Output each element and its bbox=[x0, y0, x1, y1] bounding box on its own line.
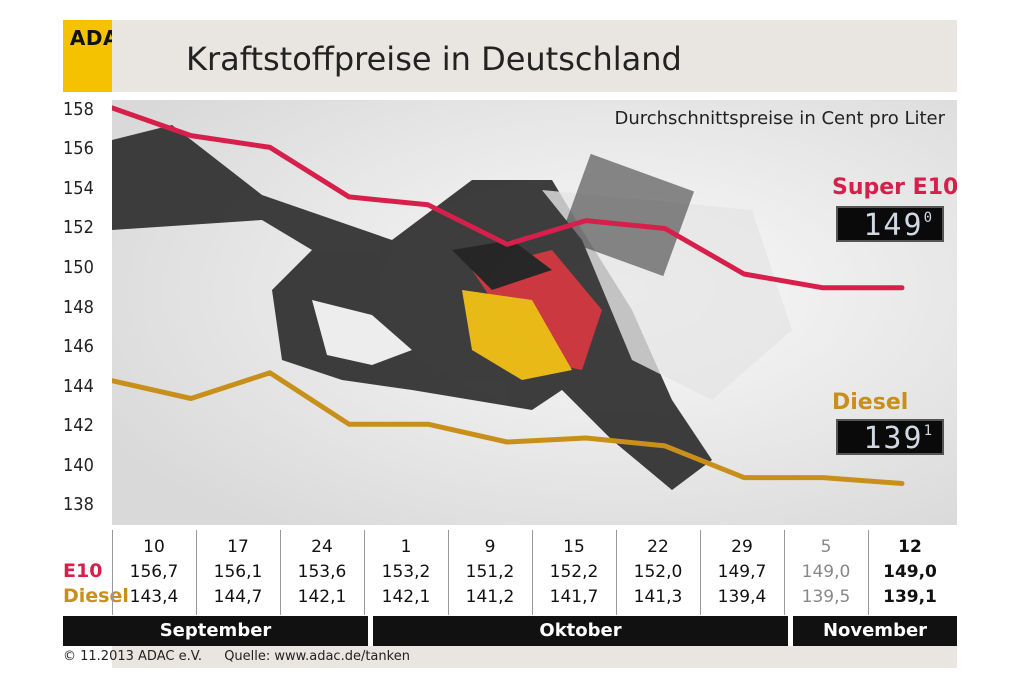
series-label-e10: Super E10 bbox=[832, 175, 957, 200]
table-cell-diesel: 139,4 bbox=[717, 587, 767, 607]
page-title: Kraftstoffpreise in Deutschland bbox=[186, 40, 682, 78]
column-divider bbox=[784, 530, 785, 615]
x-tick-label: 24 bbox=[311, 537, 333, 557]
table-cell-diesel: 142,1 bbox=[297, 587, 347, 607]
lcd-value-diesel: 139 bbox=[863, 421, 924, 456]
x-tick-label: 1 bbox=[400, 537, 412, 557]
x-tick-label: 15 bbox=[563, 537, 585, 557]
chart-subtitle: Durchschnittspreise in Cent pro Liter bbox=[614, 108, 945, 129]
lcd-decimal-diesel: 1 bbox=[923, 423, 934, 439]
y-tick-label: 148 bbox=[63, 296, 94, 318]
x-tick-label: 12 bbox=[898, 537, 922, 557]
table-cell-diesel: 143,4 bbox=[129, 587, 179, 607]
lcd-display-diesel: 1391 bbox=[836, 419, 944, 456]
table-cell-diesel: 139,1 bbox=[883, 587, 937, 607]
table-cell-e10: 152,0 bbox=[633, 562, 683, 582]
month-september: September bbox=[63, 616, 368, 646]
column-divider bbox=[532, 530, 533, 615]
table-cell-e10: 151,2 bbox=[465, 562, 515, 582]
y-tick-label: 142 bbox=[63, 415, 94, 437]
lcd-value-e10: 149 bbox=[863, 208, 924, 243]
table-cell-diesel: 141,3 bbox=[633, 587, 683, 607]
column-divider bbox=[112, 530, 113, 615]
series-label-diesel: Diesel bbox=[832, 390, 909, 415]
table-cell-diesel: 141,2 bbox=[465, 587, 515, 607]
table-cell-e10: 149,0 bbox=[801, 562, 851, 582]
lcd-decimal-e10: 0 bbox=[923, 210, 934, 226]
column-divider bbox=[616, 530, 617, 615]
y-tick-label: 156 bbox=[63, 138, 94, 160]
row-label-e10: E10 bbox=[63, 560, 103, 582]
column-divider bbox=[448, 530, 449, 615]
table-cell-diesel: 139,5 bbox=[801, 587, 851, 607]
series-line-e10 bbox=[112, 105, 905, 291]
chart-svg bbox=[112, 100, 957, 525]
table-cell-e10: 156,7 bbox=[129, 562, 179, 582]
y-tick-label: 146 bbox=[63, 336, 94, 358]
footer-band bbox=[112, 646, 957, 668]
table-cell-e10: 152,2 bbox=[549, 562, 599, 582]
y-tick-label: 158 bbox=[63, 98, 94, 120]
table-cell-diesel: 144,7 bbox=[213, 587, 263, 607]
fuel-nozzle-illustration bbox=[112, 125, 792, 490]
column-divider bbox=[280, 530, 281, 615]
table-cell-e10: 149,0 bbox=[883, 562, 937, 582]
y-tick-label: 140 bbox=[63, 454, 94, 476]
y-tick-label: 138 bbox=[63, 494, 94, 516]
y-axis-labels: 158 156 154 152 150 148 146 144 142 140 138 bbox=[0, 0, 112, 530]
column-divider bbox=[196, 530, 197, 615]
table-cell-e10: 156,1 bbox=[213, 562, 263, 582]
x-tick-label: 5 bbox=[820, 537, 832, 557]
column-divider bbox=[868, 530, 869, 615]
x-tick-label: 9 bbox=[484, 537, 496, 557]
footer-source: Quelle: www.adac.de/tanken bbox=[224, 649, 410, 664]
table-cell-e10: 153,2 bbox=[381, 562, 431, 582]
x-tick-label: 22 bbox=[647, 537, 669, 557]
lcd-display-e10: 1490 bbox=[836, 206, 944, 243]
footer: © 11.2013 ADAC e.V. Quelle: www.adac.de/… bbox=[63, 649, 410, 664]
table-cell-diesel: 142,1 bbox=[381, 587, 431, 607]
y-tick-label: 152 bbox=[63, 217, 94, 239]
header-band bbox=[112, 20, 957, 92]
footer-copyright: © 11.2013 ADAC e.V. bbox=[63, 649, 203, 664]
x-tick-label: 17 bbox=[227, 537, 249, 557]
series-line-diesel bbox=[112, 370, 905, 486]
column-divider bbox=[700, 530, 701, 615]
y-tick-label: 154 bbox=[63, 177, 94, 199]
table-cell-e10: 149,7 bbox=[717, 562, 767, 582]
y-tick-label: 150 bbox=[63, 257, 94, 279]
series-lines bbox=[112, 105, 905, 486]
chart-area: Durchschnittspreise in Cent pro Liter Su… bbox=[112, 100, 957, 525]
column-divider bbox=[364, 530, 365, 615]
month-oktober: Oktober bbox=[373, 616, 788, 646]
x-tick-label: 10 bbox=[143, 537, 165, 557]
table-cell-e10: 153,6 bbox=[297, 562, 347, 582]
table-cell-diesel: 141,7 bbox=[549, 587, 599, 607]
x-tick-label: 29 bbox=[731, 537, 753, 557]
y-tick-label: 144 bbox=[63, 375, 94, 397]
month-november: November bbox=[793, 616, 957, 646]
